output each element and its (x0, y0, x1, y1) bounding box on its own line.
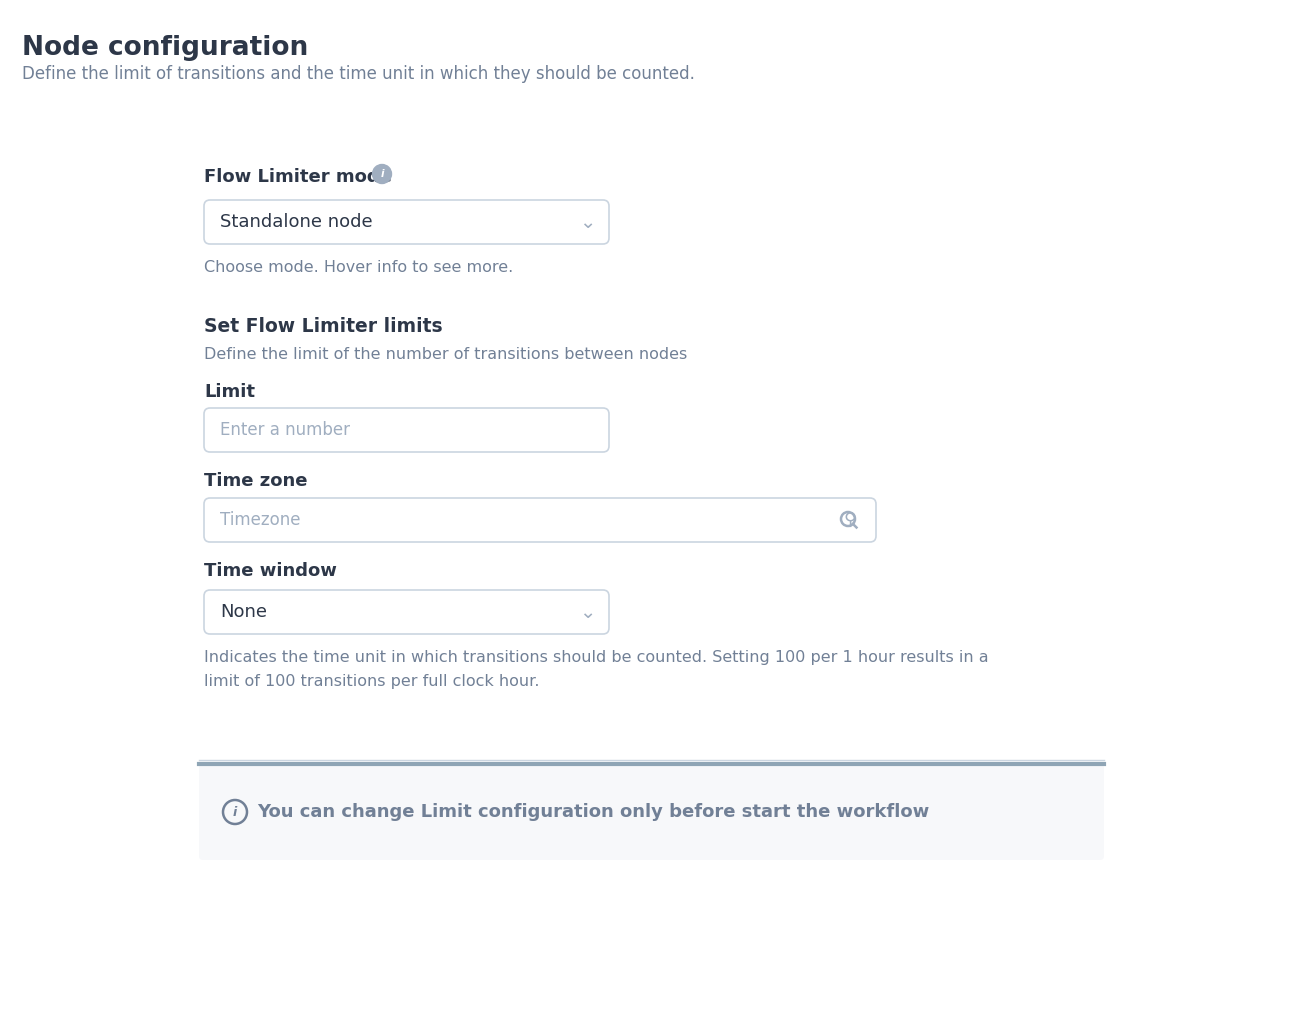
Text: Define the limit of transitions and the time unit in which they should be counte: Define the limit of transitions and the … (22, 65, 695, 83)
Text: i: i (233, 805, 237, 818)
Text: Node configuration: Node configuration (22, 35, 309, 61)
Text: Set Flow Limiter limits: Set Flow Limiter limits (204, 317, 443, 336)
Text: Define the limit of the number of transitions between nodes: Define the limit of the number of transi… (204, 347, 687, 362)
Text: Limit: Limit (204, 383, 255, 401)
Text: ⚲: ⚲ (844, 511, 857, 529)
Text: ⌄: ⌄ (578, 603, 595, 622)
Text: Choose mode. Hover info to see more.: Choose mode. Hover info to see more. (204, 260, 514, 275)
Text: You can change Limit configuration only before start the workflow: You can change Limit configuration only … (258, 803, 929, 821)
Text: Time zone: Time zone (204, 472, 307, 490)
FancyBboxPatch shape (204, 498, 876, 542)
Text: Indicates the time unit in which transitions should be counted. Setting 100 per : Indicates the time unit in which transit… (204, 651, 988, 665)
Circle shape (372, 165, 392, 183)
FancyBboxPatch shape (198, 764, 1104, 860)
Text: limit of 100 transitions per full clock hour.: limit of 100 transitions per full clock … (204, 674, 540, 689)
FancyBboxPatch shape (204, 200, 608, 244)
Text: Standalone node: Standalone node (219, 213, 373, 231)
Text: Flow Limiter mode: Flow Limiter mode (204, 168, 392, 186)
Text: None: None (219, 603, 267, 621)
Text: Enter a number: Enter a number (219, 421, 350, 439)
FancyBboxPatch shape (204, 590, 608, 634)
Text: Timezone: Timezone (219, 511, 301, 529)
Text: Time window: Time window (204, 562, 336, 580)
Text: ⌄: ⌄ (578, 213, 595, 231)
FancyBboxPatch shape (204, 408, 608, 452)
Text: i: i (380, 169, 384, 179)
